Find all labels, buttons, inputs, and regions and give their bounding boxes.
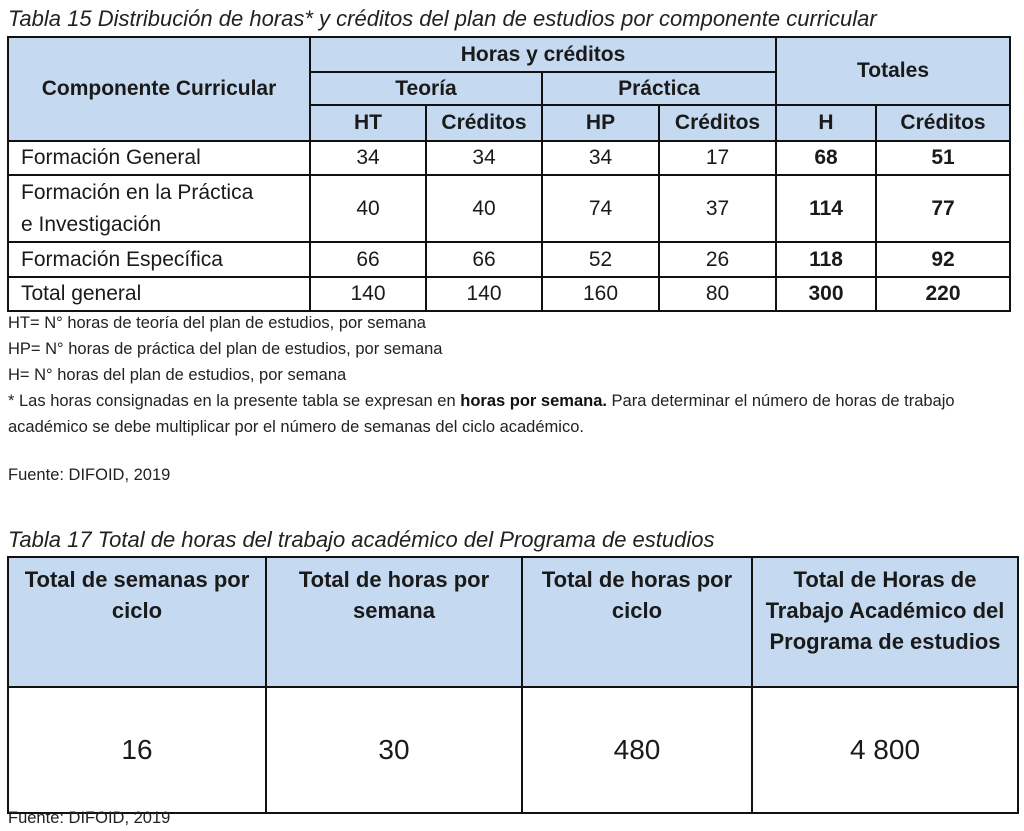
- header-horas-trabajo-academico: Total de Horas de Trabajo Académico del …: [751, 556, 1019, 688]
- cell-creditos-teoria: 66: [425, 241, 543, 278]
- cell-total-creditos: 220: [875, 276, 1012, 312]
- component-name-line-2: e Investigación: [21, 212, 162, 236]
- component-name-line-1: Formación en la Práctica: [21, 180, 254, 204]
- table-row: Formación General 34 34 34 17 68 51: [7, 140, 1012, 176]
- header-creditos-teoria: Créditos: [425, 104, 543, 142]
- note-ht: HT= N° horas de teoría del plan de estud…: [8, 314, 426, 332]
- cell-creditos-practica: 17: [657, 140, 778, 176]
- table-row: Formación en la Práctica e Investigación …: [7, 174, 1012, 243]
- cell-total-h: 118: [775, 241, 878, 278]
- row-component-name: Formación General: [7, 140, 311, 176]
- note-star-text-b: Para determinar el número de horas de tr…: [8, 392, 955, 436]
- cell-hp: 52: [541, 241, 660, 278]
- header-componente-curricular: Componente Curricular: [7, 36, 311, 142]
- table17-source: Fuente: DIFOID, 2019: [8, 809, 171, 827]
- header-horas-por-semana: Total de horas por semana: [265, 556, 523, 688]
- cell-total-creditos: 77: [875, 174, 1012, 243]
- note-star-bold: horas por semana.: [460, 392, 607, 410]
- credits-distribution-table: Componente Curricular Horas y créditos T…: [7, 36, 1012, 312]
- table-row: 16 30 480 4 800: [7, 686, 1019, 814]
- row-component-name: Total general: [7, 276, 311, 312]
- header-creditos-practica: Créditos: [657, 104, 778, 142]
- cell-semanas-por-ciclo: 16: [7, 686, 267, 814]
- header-horas-por-ciclo: Total de horas por ciclo: [521, 556, 753, 688]
- table-row-total: Total general 140 140 160 80 300 220: [7, 276, 1012, 312]
- note-star: * Las horas consignadas en la presente t…: [8, 388, 1018, 440]
- cell-total-creditos: 51: [875, 140, 1012, 176]
- cell-creditos-teoria: 40: [425, 174, 543, 243]
- cell-total-h: 300: [775, 276, 878, 312]
- cell-hp: 34: [541, 140, 660, 176]
- cell-creditos-practica: 37: [657, 174, 778, 243]
- cell-ht: 140: [309, 276, 427, 312]
- header-h: H: [775, 104, 878, 142]
- cell-total-creditos: 92: [875, 241, 1012, 278]
- header-semanas-por-ciclo: Total de semanas por ciclo: [7, 556, 267, 688]
- cell-creditos-practica: 26: [657, 241, 778, 278]
- academic-hours-table: Total de semanas por ciclo Total de hora…: [7, 556, 1019, 814]
- cell-creditos-teoria: 34: [425, 140, 543, 176]
- cell-hp: 74: [541, 174, 660, 243]
- cell-ht: 66: [309, 241, 427, 278]
- table15-notes: HT= N° horas de teoría del plan de estud…: [8, 310, 1018, 440]
- cell-creditos-teoria: 140: [425, 276, 543, 312]
- table15-source: Fuente: DIFOID, 2019: [8, 466, 171, 484]
- header-totales: Totales: [775, 36, 1012, 106]
- table-row: Formación Específica 66 66 52 26 118 92: [7, 241, 1012, 278]
- cell-hp: 160: [541, 276, 660, 312]
- table15-caption: Tabla 15 Distribución de horas* y crédit…: [8, 6, 877, 31]
- note-hp: HP= N° horas de práctica del plan de est…: [8, 340, 443, 358]
- header-teoria: Teoría: [309, 71, 543, 106]
- header-practica: Práctica: [540, 71, 778, 106]
- cell-horas-trabajo-academico: 4 800: [751, 686, 1019, 814]
- row-component-name: Formación en la Práctica e Investigación: [7, 174, 311, 243]
- cell-total-h: 68: [775, 140, 878, 176]
- header-ht: HT: [309, 104, 427, 142]
- note-star-text-a: * Las horas consignadas en la presente t…: [8, 392, 461, 410]
- cell-total-h: 114: [775, 174, 878, 243]
- cell-horas-por-semana: 30: [265, 686, 523, 814]
- header-hp: HP: [541, 104, 660, 142]
- cell-horas-por-ciclo: 480: [521, 686, 753, 814]
- row-component-name: Formación Específica: [7, 241, 311, 278]
- header-creditos-totales: Créditos: [875, 104, 1012, 142]
- cell-creditos-practica: 80: [657, 276, 778, 312]
- cell-ht: 40: [309, 174, 427, 243]
- cell-ht: 34: [309, 140, 427, 176]
- header-horas-creditos: Horas y créditos: [308, 36, 778, 73]
- table17-caption: Tabla 17 Total de horas del trabajo acad…: [8, 527, 715, 552]
- note-h: H= N° horas del plan de estudios, por se…: [8, 366, 347, 384]
